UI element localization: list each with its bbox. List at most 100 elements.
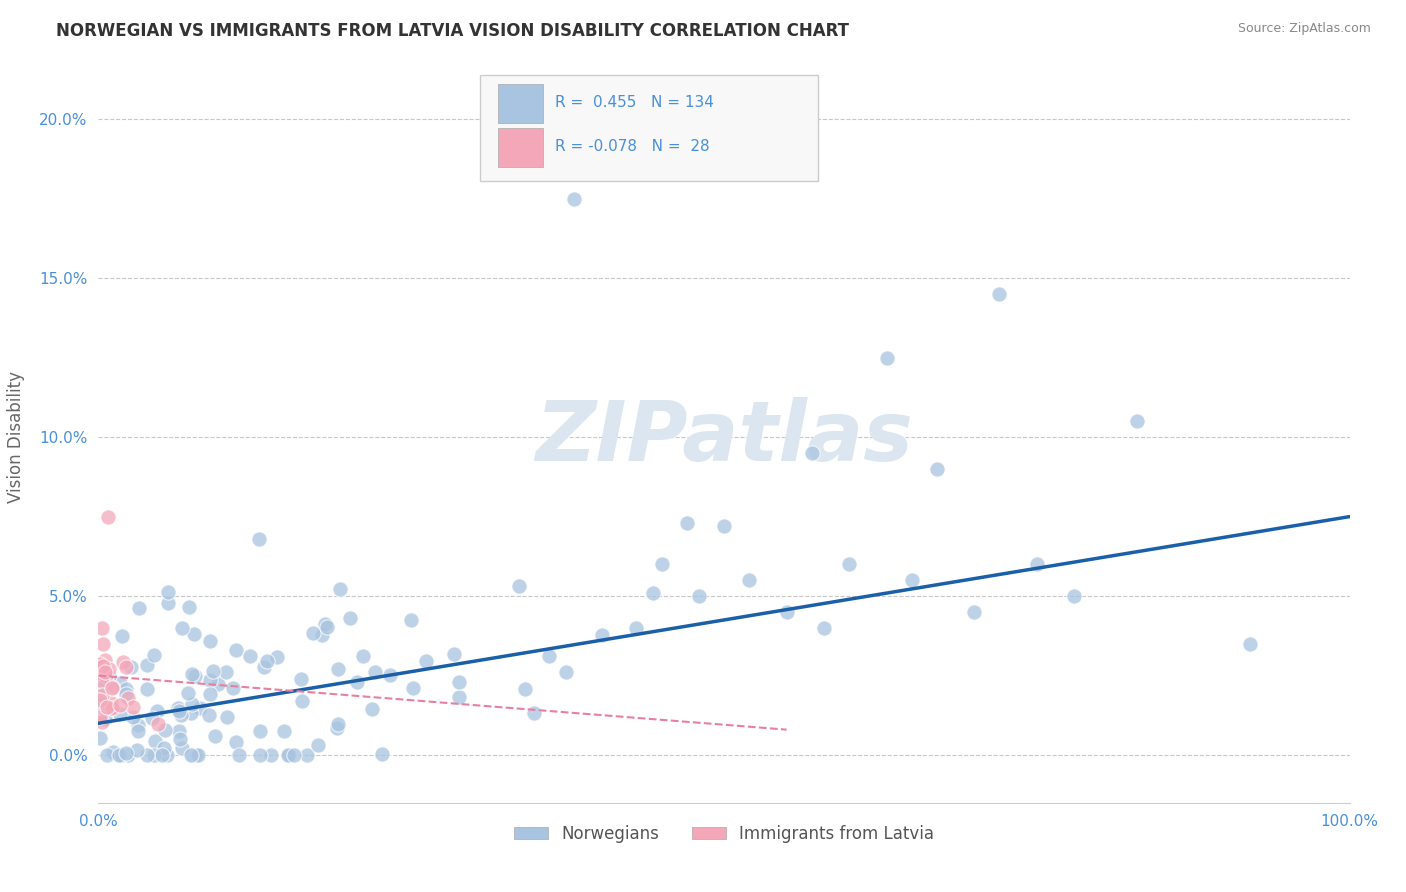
Point	[90, 659, 112, 673]
Point	[188, 701, 211, 715]
Point	[215, 665, 238, 679]
Point	[127, 718, 149, 732]
Point	[135, 657, 157, 672]
Point	[295, 748, 318, 763]
FancyBboxPatch shape	[498, 84, 543, 123]
Point	[238, 649, 260, 664]
Point	[554, 665, 576, 679]
Point	[688, 589, 710, 603]
Point	[94, 664, 117, 678]
Point	[167, 701, 190, 715]
Point	[249, 748, 271, 763]
Point	[93, 653, 115, 667]
Point	[101, 745, 124, 759]
Point	[537, 649, 560, 664]
Point	[508, 579, 530, 593]
Point	[111, 629, 134, 643]
Point	[108, 707, 131, 722]
Point	[93, 637, 115, 651]
Point	[207, 677, 229, 691]
Point	[1239, 637, 1261, 651]
Point	[94, 665, 117, 680]
Point	[100, 696, 122, 710]
Point	[135, 681, 157, 696]
Point	[291, 694, 314, 708]
Point	[156, 585, 179, 599]
Point	[215, 710, 238, 724]
Point	[562, 192, 585, 206]
Point	[97, 509, 120, 524]
Point	[156, 748, 179, 763]
Point	[225, 735, 247, 749]
Point	[307, 738, 329, 752]
Point	[142, 648, 165, 662]
Text: NORWEGIAN VS IMMIGRANTS FROM LATVIA VISION DISABILITY CORRELATION CHART: NORWEGIAN VS IMMIGRANTS FROM LATVIA VISI…	[56, 22, 849, 40]
Point	[167, 704, 190, 718]
FancyBboxPatch shape	[479, 75, 818, 181]
Point	[98, 669, 121, 683]
Point	[249, 723, 271, 738]
Point	[800, 446, 823, 460]
Point	[988, 287, 1011, 301]
Text: R =  0.455   N = 134: R = 0.455 N = 134	[555, 95, 714, 111]
Point	[415, 654, 437, 668]
Point	[180, 748, 202, 763]
Point	[443, 647, 465, 661]
Point	[108, 748, 131, 763]
Point	[402, 681, 425, 695]
Point	[89, 731, 111, 745]
Point	[96, 675, 118, 690]
Point	[93, 712, 115, 726]
Point	[290, 672, 312, 686]
Point	[876, 351, 898, 365]
Point	[838, 558, 860, 572]
Point	[180, 698, 202, 712]
Y-axis label: Vision Disability: Vision Disability	[7, 371, 25, 503]
Point	[277, 748, 299, 763]
Point	[89, 697, 111, 711]
Point	[170, 707, 193, 722]
FancyBboxPatch shape	[498, 128, 543, 167]
Point	[184, 748, 207, 763]
Text: R = -0.078   N =  28: R = -0.078 N = 28	[555, 139, 710, 154]
Point	[925, 462, 948, 476]
Point	[329, 582, 352, 596]
Point	[176, 686, 198, 700]
Point	[380, 668, 402, 682]
Point	[346, 674, 368, 689]
Point	[89, 657, 111, 672]
Point	[111, 656, 134, 670]
Point	[114, 682, 136, 697]
Point	[228, 748, 250, 763]
Point	[127, 723, 149, 738]
Point	[148, 716, 170, 731]
Point	[352, 649, 374, 664]
Point	[326, 721, 349, 735]
Text: Source: ZipAtlas.com: Source: ZipAtlas.com	[1237, 22, 1371, 36]
Point	[108, 698, 131, 712]
Point	[98, 662, 121, 676]
Point	[198, 708, 221, 723]
Point	[121, 659, 143, 673]
Point	[650, 558, 672, 572]
Point	[198, 687, 221, 701]
Point	[89, 692, 111, 706]
Point	[93, 679, 115, 693]
Point	[136, 748, 159, 763]
Point	[515, 681, 537, 696]
Point	[204, 729, 226, 743]
Point	[184, 669, 207, 683]
Point	[100, 681, 122, 695]
Point	[90, 673, 112, 688]
Point	[247, 533, 270, 547]
Point	[273, 724, 295, 739]
Point	[121, 710, 143, 724]
Point	[89, 710, 111, 724]
Point	[900, 573, 922, 587]
Point	[108, 675, 131, 690]
Point	[94, 668, 117, 682]
Point	[167, 724, 190, 739]
Point	[364, 665, 387, 680]
Point	[152, 741, 174, 756]
Point	[675, 516, 697, 530]
